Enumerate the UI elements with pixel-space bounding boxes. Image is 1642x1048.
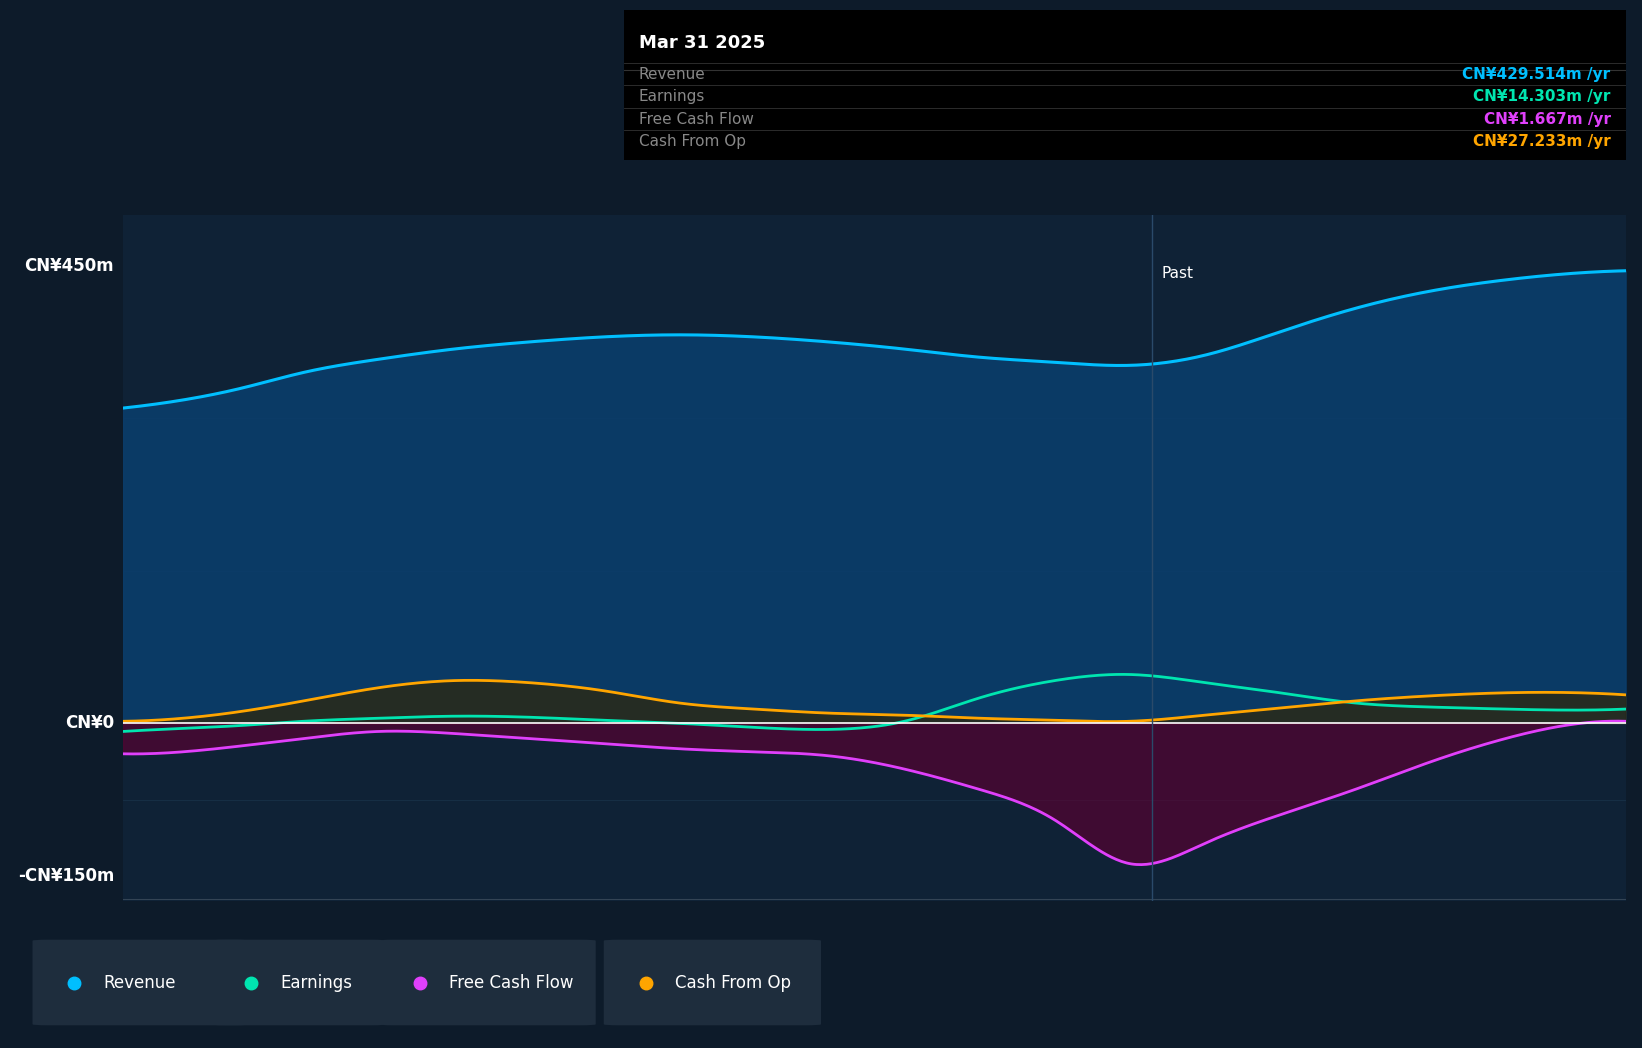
- Text: CN¥1.667m /yr: CN¥1.667m /yr: [1484, 112, 1611, 127]
- Text: CN¥0: CN¥0: [66, 715, 115, 733]
- Text: CN¥450m: CN¥450m: [25, 257, 115, 275]
- Text: 2023: 2023: [399, 939, 448, 957]
- Text: Cash From Op: Cash From Op: [675, 974, 790, 991]
- FancyBboxPatch shape: [378, 940, 596, 1025]
- FancyBboxPatch shape: [604, 940, 821, 1025]
- Text: Revenue: Revenue: [103, 974, 176, 991]
- Text: 2024: 2024: [910, 939, 959, 957]
- Text: Past: Past: [1161, 266, 1194, 281]
- Text: Revenue: Revenue: [639, 67, 706, 82]
- Text: Earnings: Earnings: [639, 89, 706, 104]
- FancyBboxPatch shape: [33, 940, 250, 1025]
- Text: CN¥429.514m /yr: CN¥429.514m /yr: [1463, 67, 1611, 82]
- Text: 2025: 2025: [1420, 939, 1470, 957]
- Text: Mar 31 2025: Mar 31 2025: [639, 35, 765, 52]
- Text: Earnings: Earnings: [281, 974, 353, 991]
- Text: Free Cash Flow: Free Cash Flow: [639, 112, 754, 127]
- Text: Free Cash Flow: Free Cash Flow: [450, 974, 573, 991]
- Text: CN¥27.233m /yr: CN¥27.233m /yr: [1473, 134, 1611, 149]
- Text: -CN¥150m: -CN¥150m: [18, 867, 115, 885]
- FancyBboxPatch shape: [210, 940, 386, 1025]
- Text: Cash From Op: Cash From Op: [639, 134, 745, 149]
- Text: CN¥14.303m /yr: CN¥14.303m /yr: [1473, 89, 1611, 104]
